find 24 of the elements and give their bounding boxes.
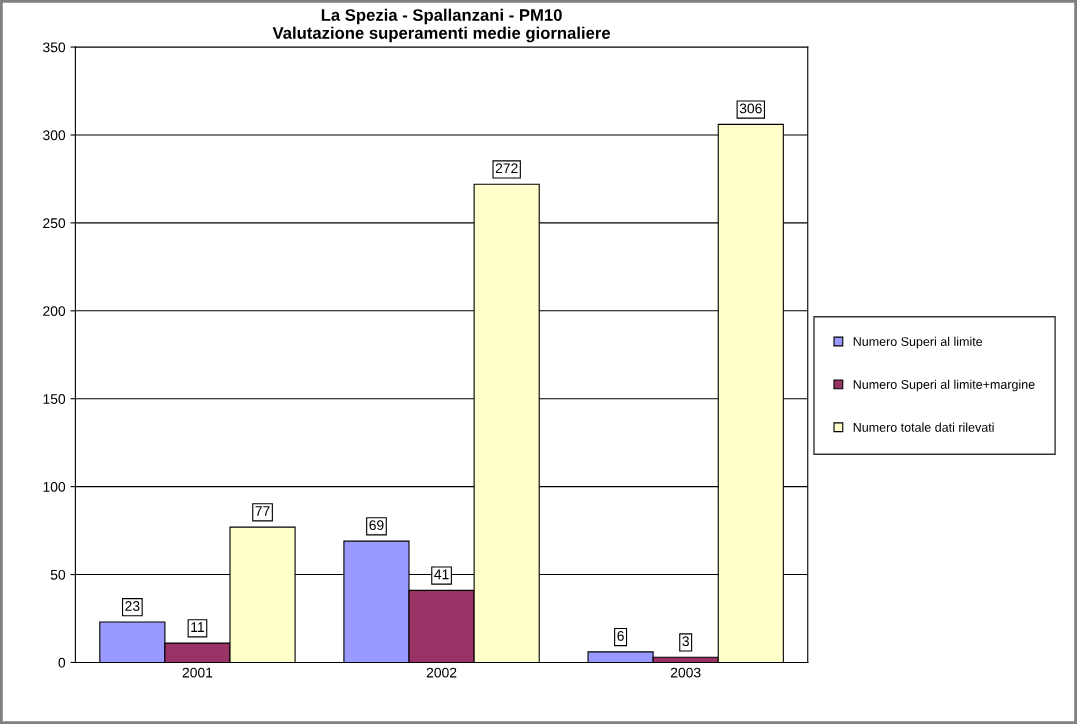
y-tick-label: 100 <box>43 481 66 492</box>
data-label: 3 <box>682 636 689 647</box>
x-tick-label: 2001 <box>182 667 213 678</box>
y-tick-label: 300 <box>43 130 66 141</box>
data-label: 306 <box>739 103 762 114</box>
data-label: 6 <box>617 631 624 641</box>
data-label: 11 <box>191 622 204 632</box>
y-tick-label: 200 <box>43 306 66 316</box>
data-label: 69 <box>369 520 384 531</box>
data-label: 77 <box>255 506 270 516</box>
chart-title: La Spezia - Spallanzani - PM10 Valutazione superamenti medie giornaliere <box>272 8 611 43</box>
y-tick-label: 50 <box>50 569 66 580</box>
data-label: 41 <box>434 569 449 580</box>
x-tick-label: 2003 <box>670 667 701 678</box>
data-label: 272 <box>495 163 518 173</box>
y-tick-label: 0 <box>58 657 66 668</box>
legend-label: Numero Superi al limite <box>853 336 983 349</box>
y-tick-label: 350 <box>43 42 66 53</box>
y-tick-label: 150 <box>43 394 66 404</box>
legend-label: Numero Superi al limite+margine <box>853 379 1035 392</box>
y-tick-label: 250 <box>43 218 66 229</box>
legend-label: Numero totale dati rilevati <box>853 422 994 432</box>
data-label: 23 <box>125 601 140 611</box>
x-tick-label: 2002 <box>426 667 457 678</box>
